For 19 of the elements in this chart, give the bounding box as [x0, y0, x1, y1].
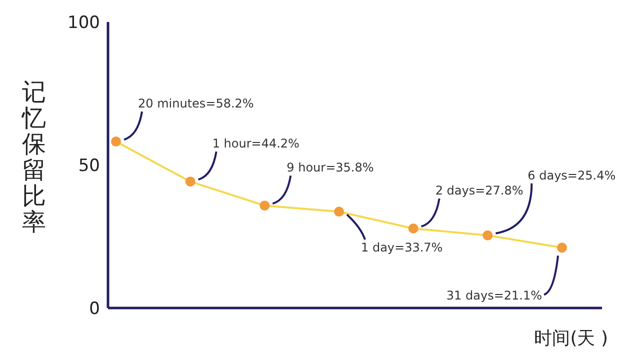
point: [260, 200, 270, 211]
data-label: 31 days=21.1%: [446, 288, 542, 303]
data-label: 9 hour=35.8%: [286, 160, 374, 175]
point: [111, 136, 121, 147]
data-label: 1 day=33.7%: [361, 240, 443, 255]
y-tick-label: 0: [89, 299, 100, 320]
point: [185, 176, 196, 187]
y-tick-label: 50: [78, 156, 100, 176]
point: [557, 242, 567, 253]
data-label: 1 hour=44.2%: [212, 136, 300, 151]
data-label: 2 days=27.8%: [435, 183, 524, 198]
x-axis-title: 时间(天 ): [534, 328, 608, 349]
y-axis-title: 记忆保留比率: [21, 78, 46, 236]
y-tick-label: 100: [68, 13, 100, 34]
point: [482, 230, 493, 240]
data-label: 20 minutes=58.2%: [138, 96, 254, 111]
point: [408, 223, 418, 234]
data-label: 6 days=25.4%: [528, 168, 616, 182]
point: [334, 206, 344, 217]
